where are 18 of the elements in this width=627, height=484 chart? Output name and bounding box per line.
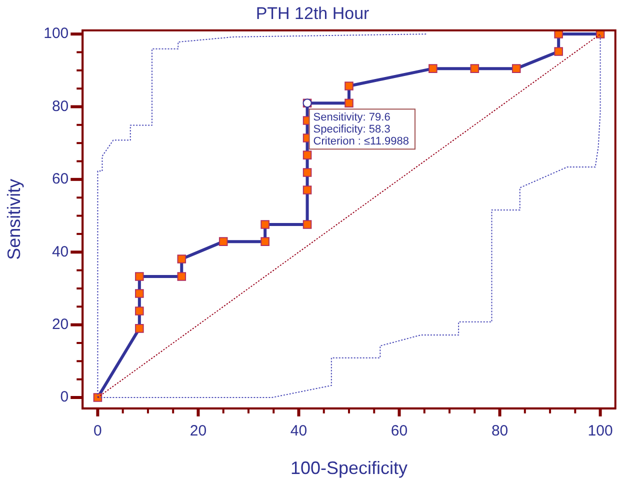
y-tick-label: 0 xyxy=(60,388,69,406)
x-axis-title: 100-Specificity xyxy=(290,458,408,478)
x-tick-label: 100 xyxy=(588,422,613,440)
annotation: Specificity: 58.3 xyxy=(313,124,390,136)
x-tick-label: 60 xyxy=(390,422,408,440)
y-tick-label: 20 xyxy=(52,316,69,333)
y-axis-title: Sensitivity xyxy=(4,178,24,260)
x-tick-label: 40 xyxy=(290,422,308,440)
x-tick-label: 20 xyxy=(190,422,207,440)
y-tick-label: 80 xyxy=(52,98,69,115)
x-tick-label: 80 xyxy=(491,422,508,440)
y-tick-label: 60 xyxy=(52,170,69,188)
x-tick-label: 0 xyxy=(94,422,102,440)
annotation: Sensitivity: 79.6 xyxy=(313,112,390,124)
y-tick-label: 40 xyxy=(52,243,69,260)
y-tick-label: 100 xyxy=(44,25,69,42)
annotation: Criterion : ≤11.9988 xyxy=(313,136,410,148)
chart-title: PTH 12th Hour xyxy=(256,4,370,23)
